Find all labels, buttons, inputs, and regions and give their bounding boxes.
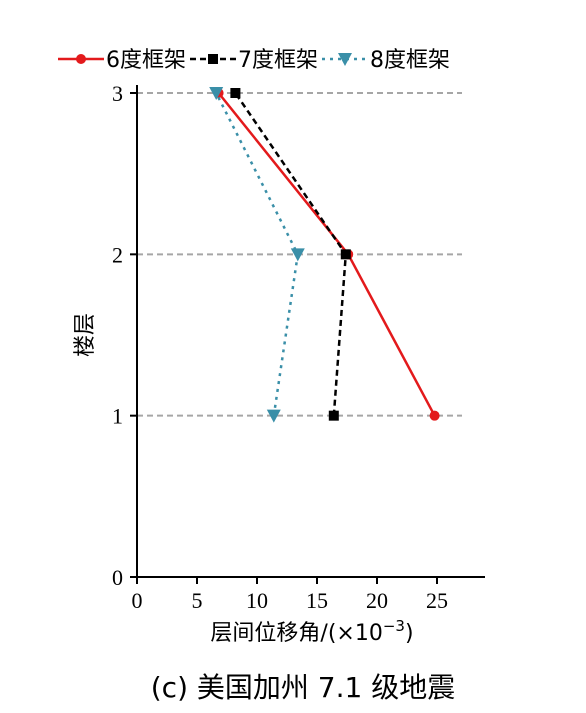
series-1-point-floor-1: [429, 410, 440, 421]
series-2-point-floor-3: [230, 88, 241, 98]
y-tick-label-1: 1: [112, 404, 123, 429]
legend-item-2: 7度框架: [190, 48, 318, 73]
series-2: [230, 88, 351, 421]
series-2-point-floor-2: [340, 249, 351, 260]
legend-label-3: 8度框架: [370, 48, 450, 73]
x-tick-label-20: 20: [366, 588, 388, 613]
legend-marker-3: [338, 53, 352, 66]
series-3: [209, 87, 305, 423]
x-tick-label-10: 10: [246, 588, 268, 613]
y-axis-title: 楼层: [73, 313, 98, 357]
x-tick-label-5: 5: [192, 588, 203, 613]
y-tick-label-2: 2: [112, 242, 123, 267]
series-layer: [209, 87, 440, 423]
axes: 0 1 2 3 0 5 10 15 20 25: [112, 81, 485, 613]
legend-label-2: 7度框架: [238, 48, 318, 73]
series-3-point-floor-2: [290, 248, 305, 262]
y-tick-label-0: 0: [112, 565, 123, 590]
x-tick-label-0: 0: [132, 588, 143, 613]
legend-item-3: 8度框架: [322, 48, 450, 73]
legend-marker-2: [208, 54, 218, 64]
x-axis-title-suffix: ): [405, 621, 414, 646]
series-3-point-floor-3: [209, 87, 224, 100]
x-axis-title-sup: −3: [383, 617, 405, 635]
x-axis-title-prefix: 层间位移角/(×10: [210, 621, 382, 646]
legend-label-1: 6度框架: [106, 48, 186, 73]
series-3-point-floor-1: [266, 409, 281, 423]
chart-caption: (c) 美国加州 7.1 级地震: [151, 671, 455, 704]
x-axis-title: 层间位移角/(×10−3): [210, 617, 413, 646]
legend-marker-1: [76, 54, 86, 64]
x-tick-label-25: 25: [426, 588, 448, 613]
legend: 6度框架 7度框架 8度框架: [58, 48, 450, 73]
x-tick-label-15: 15: [306, 588, 328, 613]
series-2-point-floor-1: [328, 410, 339, 421]
y-tick-label-3: 3: [112, 81, 123, 106]
legend-item-1: 6度框架: [58, 48, 186, 73]
